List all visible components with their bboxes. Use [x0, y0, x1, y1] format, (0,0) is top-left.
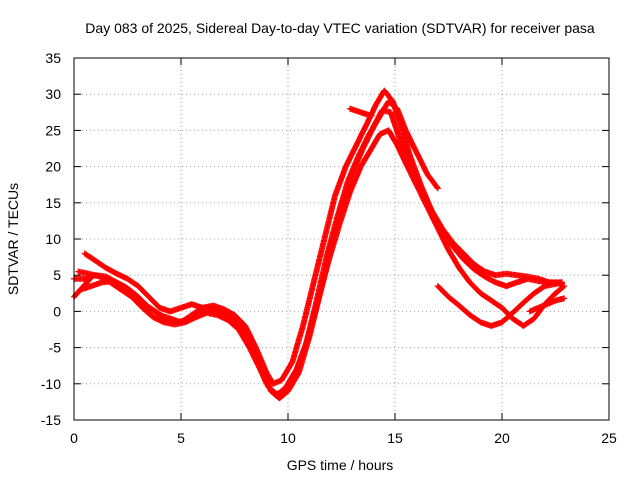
x-tick-label: 0	[70, 430, 78, 446]
x-tick-label: 25	[601, 430, 617, 446]
data-series	[71, 87, 568, 402]
x-tick-label: 5	[177, 430, 185, 446]
y-tick-label: 10	[45, 231, 61, 247]
series-track-4	[75, 127, 568, 398]
y-tick-label: 20	[45, 159, 61, 175]
series-track-5	[347, 105, 375, 119]
series-track-6	[434, 279, 565, 329]
y-tick-label: 0	[53, 303, 61, 319]
data-point-marker	[434, 184, 440, 191]
data-point-marker	[90, 272, 97, 279]
x-axis-label: GPS time / hours	[287, 457, 394, 473]
data-point-marker	[434, 185, 441, 192]
data-point-marker	[560, 283, 567, 290]
data-point-marker	[558, 279, 565, 286]
y-tick-label: 35	[45, 50, 61, 66]
data-point-marker	[561, 295, 568, 302]
y-tick-label: 5	[53, 267, 61, 283]
data-point-marker	[368, 112, 375, 119]
y-tick-label: -10	[41, 376, 61, 392]
chart-title: Day 083 of 2025, Sidereal Day-to-day VTE…	[85, 20, 595, 36]
series-track-7	[71, 272, 97, 300]
y-tick-label: 15	[45, 195, 61, 211]
series-track-8	[526, 295, 568, 315]
x-tick-label: 20	[494, 430, 510, 446]
data-point-marker	[561, 283, 568, 290]
plot-frame	[73, 57, 610, 421]
plot-background	[74, 58, 609, 420]
x-tick-label: 10	[280, 430, 296, 446]
y-tick-label: -15	[41, 412, 61, 428]
y-axis-label: SDTVAR / TECUs	[5, 183, 21, 295]
y-tick-label: 25	[45, 122, 61, 138]
y-tick-label: -5	[49, 340, 62, 356]
data-point-marker	[89, 273, 96, 280]
y-tick-label: 30	[45, 86, 61, 102]
x-tick-label: 15	[387, 430, 403, 446]
